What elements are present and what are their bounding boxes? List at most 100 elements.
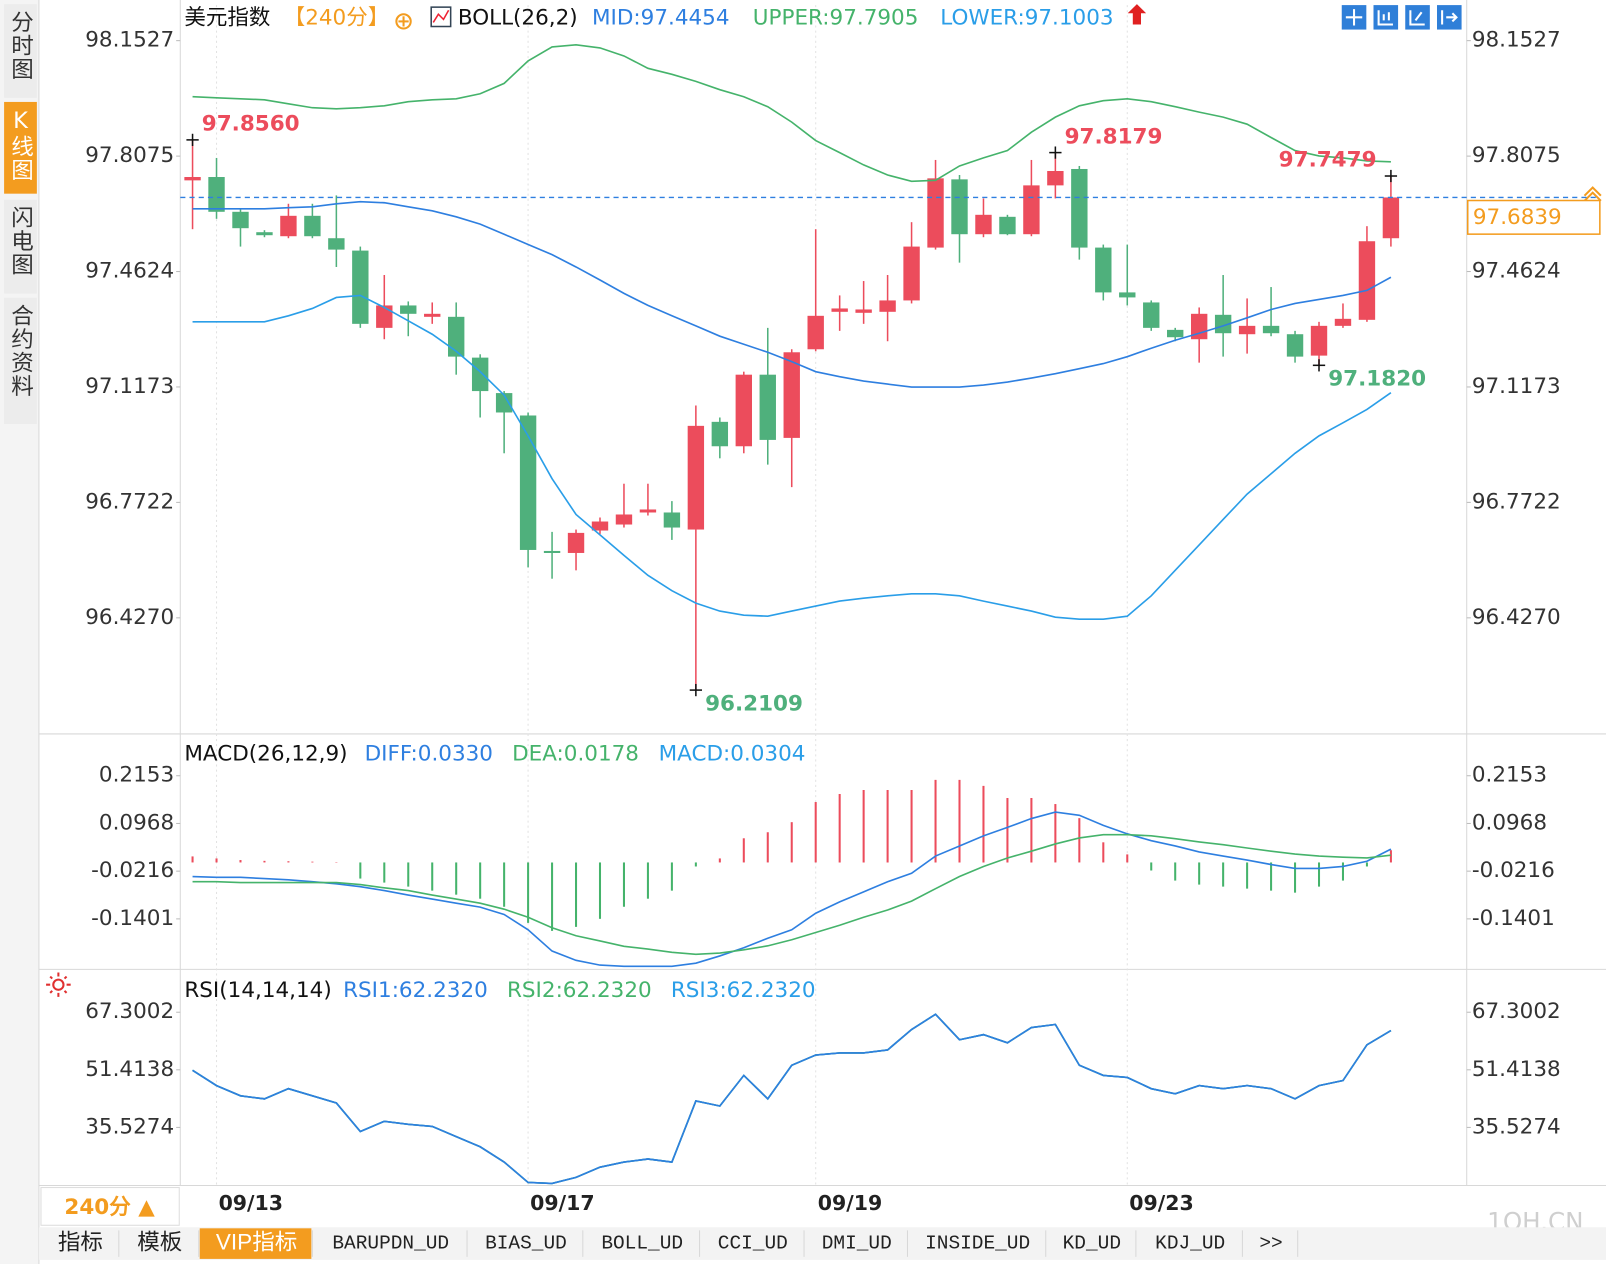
settings-icon[interactable] (52, 978, 65, 991)
extreme-label: 97.8179 (1065, 124, 1163, 149)
candle-body (1143, 302, 1160, 328)
indicator-label: BOLL(26,2) (458, 5, 578, 30)
candle-body (1286, 334, 1304, 357)
sidebar-tab[interactable] (4, 297, 37, 425)
x-tick-label: 09/17 (530, 1191, 594, 1215)
y-tick-label: 96.4270 (85, 605, 174, 630)
candle-body (1334, 318, 1352, 326)
tool-icon-part (1441, 10, 1458, 25)
candle-body (1310, 325, 1328, 356)
y-tick-label: 98.1527 (85, 28, 174, 53)
legend-entry: LOWER:97.1003 (940, 5, 1113, 30)
legend-entry: MID:97.4454 (592, 5, 730, 30)
candle-body (1382, 197, 1400, 239)
period-button[interactable] (40, 1187, 180, 1226)
candle-body (663, 512, 681, 528)
candle-body (1023, 185, 1040, 235)
candle-body (567, 532, 585, 553)
candle-body (687, 425, 705, 530)
sidebar-tab-label[interactable]: 合约资料 (7, 304, 33, 398)
y-tick-label: 67.3002 (85, 999, 174, 1024)
last-price-label: 97.6839 (1473, 205, 1562, 230)
y2-tick-label: 35.5274 (1472, 1114, 1561, 1139)
tool-icon[interactable] (1373, 5, 1399, 30)
sidebar-tab-label[interactable]: 分时图 (7, 10, 33, 81)
candle-body (639, 509, 657, 513)
candle-body (855, 309, 872, 313)
candle-body (1071, 168, 1088, 248)
sidebar-tab[interactable] (4, 101, 37, 194)
sidebar-tab[interactable] (4, 199, 37, 294)
toolbar-tab[interactable]: VIP指标 (216, 1230, 297, 1255)
y-tick-label: 51.4138 (85, 1057, 174, 1082)
candle-body (352, 250, 369, 324)
y-tick-label: 35.5274 (85, 1114, 174, 1139)
candle-body (831, 308, 848, 312)
candle-body (615, 514, 633, 525)
macd-line (192, 833, 1392, 956)
y2-tick-label: 96.4270 (1472, 605, 1561, 630)
y2-tick-label: 98.1527 (1472, 28, 1561, 53)
toolbar-tab[interactable]: CCI_UD (718, 1233, 788, 1255)
toolbar-tab[interactable]: DMI_UD (822, 1233, 892, 1255)
candle-body (184, 177, 201, 181)
y-tick-label: 96.7722 (85, 489, 174, 514)
rsi-line (192, 1013, 1392, 1185)
candle-body (471, 357, 489, 392)
toolbar-tab[interactable]: BOLL_UD (601, 1233, 683, 1255)
tool-icon-part (1409, 10, 1425, 26)
last-price-box (1466, 199, 1601, 235)
candle-body (208, 177, 225, 212)
candle-body (927, 178, 944, 248)
candle-body (304, 215, 321, 237)
candle-body (400, 305, 417, 314)
candle-body (1262, 325, 1280, 334)
candle-body (495, 393, 513, 413)
toolbar-tab-active[interactable] (199, 1228, 312, 1259)
sidebar-tab-label[interactable]: K线图 (7, 108, 33, 182)
y2-tick-label: 0.0968 (1472, 810, 1547, 835)
y-tick-label: -0.1401 (91, 906, 174, 931)
candle-body (807, 315, 824, 350)
y2-tick-label: 97.8075 (1472, 143, 1561, 168)
candle-body (328, 238, 345, 250)
toolbar-tab[interactable]: >> (1259, 1233, 1282, 1255)
candle-body (1358, 241, 1376, 320)
toolbar-tab[interactable]: KD_UD (1063, 1233, 1121, 1255)
candle-body (903, 246, 920, 301)
last-arrow-icon (1583, 186, 1602, 202)
y2-tick-label: 96.7722 (1472, 489, 1561, 514)
extreme-label: 97.1820 (1328, 367, 1426, 392)
toolbar-tab[interactable]: 指标 (58, 1230, 103, 1255)
legend-entry: MACD:0.0304 (659, 741, 806, 766)
sidebar-tab-label[interactable]: 闪电图 (7, 206, 33, 277)
extreme-label: 96.2109 (705, 691, 803, 716)
period-button-label[interactable]: 240分 ▲ (64, 1195, 155, 1220)
candle-body (879, 300, 896, 312)
x-tick-label: 09/19 (818, 1191, 882, 1215)
arrow-icon[interactable] (1127, 4, 1147, 25)
boll-line (192, 294, 1392, 620)
candle-body (711, 421, 729, 447)
legend-entry: RSI1:62.2320 (343, 978, 488, 1003)
toolbar-tab[interactable]: INSIDE_UD (925, 1233, 1030, 1255)
y2-tick-label: 97.1173 (1472, 374, 1561, 399)
candle-body (1167, 329, 1184, 338)
legend-entry: RSI2:62.2320 (507, 978, 652, 1003)
toolbar-tab[interactable]: BARUPDN_UD (332, 1233, 449, 1255)
add-icon[interactable] (395, 13, 412, 30)
y2-tick-label: -0.0216 (1472, 858, 1555, 883)
sidebar-tab[interactable] (4, 4, 37, 98)
toolbar-tab[interactable]: KDJ_UD (1155, 1233, 1225, 1255)
candle-body (448, 316, 465, 357)
toolbar-tab[interactable]: BIAS_UD (485, 1233, 567, 1255)
candle-body (519, 415, 537, 550)
candle-body (376, 305, 393, 328)
y2-tick-label: -0.1401 (1472, 906, 1555, 931)
candle-body (1047, 170, 1064, 186)
panel-title: MACD(26,12,9) (184, 741, 347, 766)
panel-title: 美元指数 (184, 5, 270, 30)
toolbar-tab[interactable]: 模板 (137, 1230, 182, 1255)
